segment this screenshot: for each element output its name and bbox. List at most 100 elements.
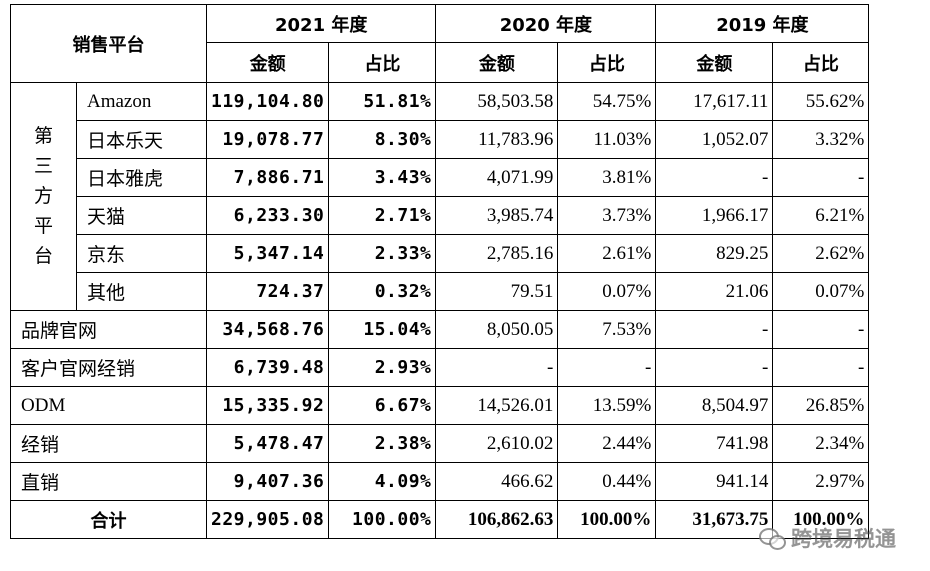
total-amount-2019: 31,673.75 bbox=[655, 500, 774, 539]
ratio-2019: 26.85% bbox=[772, 386, 870, 425]
ratio-2019: 2.62% bbox=[772, 234, 870, 273]
sales-platform-table: 销售平台 2021 年度 2020 年度 2019 年度 金额 占比 金额 占比… bbox=[10, 4, 870, 539]
ratio-header-2019: 占比 bbox=[772, 42, 870, 83]
ratio-2019: - bbox=[772, 310, 870, 349]
total-ratio-2020: 100.00% bbox=[557, 500, 657, 539]
ratio-2021: 15.04% bbox=[328, 310, 437, 349]
ratio-2019: 0.07% bbox=[772, 272, 870, 311]
platform-name: 日本乐天 bbox=[76, 120, 207, 159]
total-ratio-2019: 100.00% bbox=[772, 500, 870, 539]
ratio-2021: 3.43% bbox=[328, 158, 437, 197]
table-row: ODM 15,335.92 6.67% 14,526.01 13.59% 8,5… bbox=[10, 386, 870, 425]
amount-2021: 9,407.36 bbox=[205, 462, 330, 501]
table-row: 直销 9,407.36 4.09% 466.62 0.44% 941.14 2.… bbox=[10, 462, 870, 501]
amount-2021: 6,233.30 bbox=[205, 196, 330, 235]
amount-2021: 19,078.77 bbox=[205, 120, 330, 159]
year-header-2020: 2020 年度 bbox=[435, 4, 657, 43]
ratio-header-2020: 占比 bbox=[557, 42, 657, 83]
table-row: 品牌官网 34,568.76 15.04% 8,050.05 7.53% - - bbox=[10, 310, 870, 349]
amount-2020: 79.51 bbox=[435, 272, 559, 311]
ratio-2020: 3.73% bbox=[557, 196, 657, 235]
watermark: 跨境易税通 bbox=[759, 523, 896, 553]
amount-2019: 8,504.97 bbox=[655, 386, 774, 425]
platform-header: 销售平台 bbox=[10, 4, 207, 83]
amount-2019: 941.14 bbox=[655, 462, 774, 501]
table-row: 第三方平台 Amazon 119,104.80 51.81% 58,503.58… bbox=[10, 82, 870, 311]
amount-2019: - bbox=[655, 310, 774, 349]
amount-header-2021: 金额 bbox=[205, 42, 330, 83]
total-label: 合计 bbox=[10, 500, 207, 539]
ratio-2021: 2.71% bbox=[328, 196, 437, 235]
amount-2020: 14,526.01 bbox=[435, 386, 559, 425]
ratio-2021: 8.30% bbox=[328, 120, 437, 159]
table-row: 京东 5,347.14 2.33% 2,785.16 2.61% 829.25 … bbox=[11, 234, 870, 273]
header-row-years: 销售平台 2021 年度 2020 年度 2019 年度 bbox=[10, 4, 870, 83]
ratio-2020: 13.59% bbox=[557, 386, 657, 425]
amount-2019: 829.25 bbox=[655, 234, 774, 273]
platform-name: 客户官网经销 bbox=[10, 348, 207, 387]
platform-name: 经销 bbox=[10, 424, 207, 463]
platform-name: 其他 bbox=[76, 272, 207, 311]
header-row-columns: 金额 占比 金额 占比 金额 占比 bbox=[11, 42, 870, 83]
ratio-2021: 0.32% bbox=[328, 272, 437, 311]
wechat-icon bbox=[759, 528, 786, 550]
ratio-2020: 2.61% bbox=[557, 234, 657, 273]
amount-2019: 1,966.17 bbox=[655, 196, 774, 235]
ratio-2020: 7.53% bbox=[557, 310, 657, 349]
amount-header-2020: 金额 bbox=[435, 42, 559, 83]
platform-name: 天猫 bbox=[76, 196, 207, 235]
table-row: 客户官网经销 6,739.48 2.93% - - - - bbox=[10, 348, 870, 387]
total-amount-2020: 106,862.63 bbox=[435, 500, 559, 539]
amount-2020: 2,610.02 bbox=[435, 424, 559, 463]
ratio-2021: 6.67% bbox=[328, 386, 437, 425]
amount-2020: 8,050.05 bbox=[435, 310, 559, 349]
amount-2019: - bbox=[655, 158, 774, 197]
platform-name: 直销 bbox=[10, 462, 207, 501]
platform-name: ODM bbox=[10, 386, 207, 425]
ratio-2019: - bbox=[772, 158, 870, 197]
ratio-2021: 2.93% bbox=[328, 348, 437, 387]
amount-2019: - bbox=[655, 348, 774, 387]
amount-2019: 21.06 bbox=[655, 272, 774, 311]
ratio-2020: 54.75% bbox=[557, 82, 657, 121]
table-row: 日本乐天 19,078.77 8.30% 11,783.96 11.03% 1,… bbox=[11, 120, 870, 159]
table-row: 其他 724.37 0.32% 79.51 0.07% 21.06 0.07% bbox=[11, 272, 870, 311]
platform-name: 日本雅虎 bbox=[76, 158, 207, 197]
amount-2021: 5,478.47 bbox=[205, 424, 330, 463]
table-row: 天猫 6,233.30 2.71% 3,985.74 3.73% 1,966.1… bbox=[11, 196, 870, 235]
amount-header-2019: 金额 bbox=[655, 42, 774, 83]
ratio-2020: 2.44% bbox=[557, 424, 657, 463]
year-header-2021: 2021 年度 bbox=[205, 4, 437, 43]
platform-name: 品牌官网 bbox=[10, 310, 207, 349]
ratio-2020: - bbox=[557, 348, 657, 387]
ratio-2019: 55.62% bbox=[772, 82, 870, 121]
platform-name: 京东 bbox=[76, 234, 207, 273]
amount-2021: 6,739.48 bbox=[205, 348, 330, 387]
amount-2021: 34,568.76 bbox=[205, 310, 330, 349]
ratio-2019: - bbox=[772, 348, 870, 387]
amount-2020: - bbox=[435, 348, 559, 387]
table-row: 经销 5,478.47 2.38% 2,610.02 2.44% 741.98 … bbox=[10, 424, 870, 463]
ratio-2019: 2.34% bbox=[772, 424, 870, 463]
amount-2019: 741.98 bbox=[655, 424, 774, 463]
ratio-2021: 2.33% bbox=[328, 234, 437, 273]
platform-name: Amazon bbox=[76, 82, 207, 121]
table-row: 日本雅虎 7,886.71 3.43% 4,071.99 3.81% - - bbox=[11, 158, 870, 197]
amount-2020: 466.62 bbox=[435, 462, 559, 501]
total-row: 合计 229,905.08 100.00% 106,862.63 100.00%… bbox=[10, 500, 870, 539]
third-party-group-text: 第三方平台 bbox=[34, 125, 54, 267]
ratio-2019: 2.97% bbox=[772, 462, 870, 501]
year-header-2019: 2019 年度 bbox=[655, 4, 870, 43]
watermark-text: 跨境易税通 bbox=[791, 527, 896, 551]
total-ratio-2021: 100.00% bbox=[328, 500, 437, 539]
amount-2020: 2,785.16 bbox=[435, 234, 559, 273]
ratio-2020: 0.07% bbox=[557, 272, 657, 311]
ratio-2021: 51.81% bbox=[328, 82, 437, 121]
amount-2020: 58,503.58 bbox=[435, 82, 559, 121]
total-amount-2021: 229,905.08 bbox=[205, 500, 330, 539]
amount-2021: 5,347.14 bbox=[205, 234, 330, 273]
amount-2021: 7,886.71 bbox=[205, 158, 330, 197]
amount-2020: 3,985.74 bbox=[435, 196, 559, 235]
ratio-2020: 3.81% bbox=[557, 158, 657, 197]
ratio-2019: 3.32% bbox=[772, 120, 870, 159]
